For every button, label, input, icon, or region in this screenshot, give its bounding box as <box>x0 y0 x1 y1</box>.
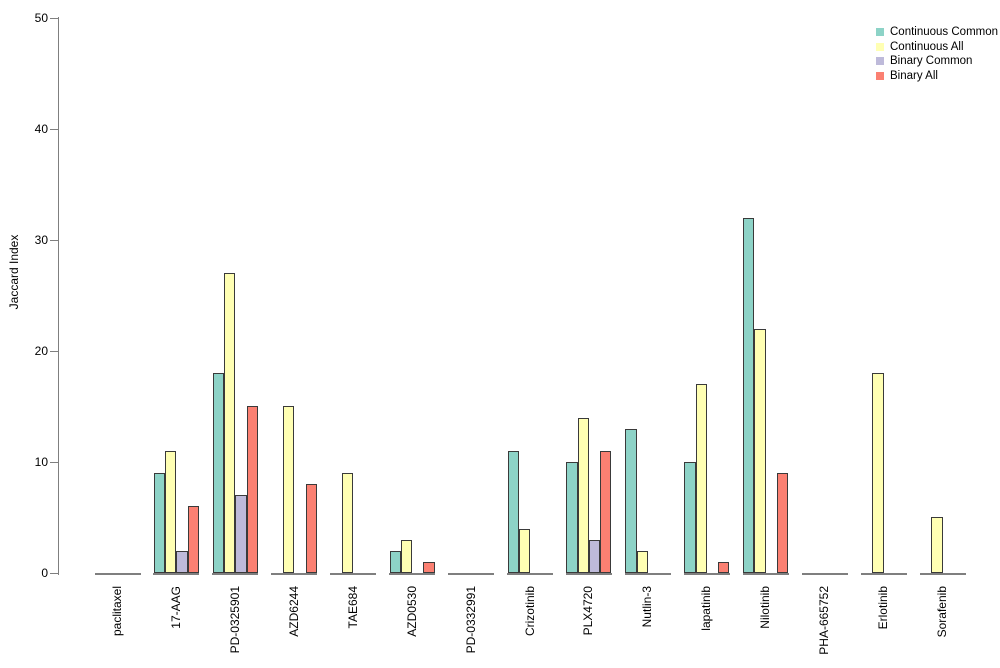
y-tick-label: 20 <box>34 344 48 358</box>
group-baseline-nutlin-3 <box>624 573 671 575</box>
bar-17-aag-binary-all <box>187 506 199 573</box>
y-axis-line <box>58 17 59 575</box>
bar-azd0530-binary-all <box>423 562 435 573</box>
x-axis-label-azd6244: AZD6244 <box>286 586 301 637</box>
bar-azd6244-binary-all <box>305 484 317 573</box>
bar-crizotinib-continuous-all <box>518 529 530 573</box>
legend-label: Binary Common <box>890 55 973 68</box>
x-axis-label-pd-0325901: PD-0325901 <box>227 586 242 654</box>
y-axis-tick <box>50 573 58 574</box>
x-axis-label-azd0530: AZD0530 <box>404 586 419 637</box>
legend-swatch-icon <box>876 71 884 80</box>
bar-lapatinib-continuous-all <box>695 384 707 573</box>
x-axis-label-17-aag: 17-AAG <box>168 586 183 629</box>
legend-item-continuous-common: Continuous Common <box>876 25 998 40</box>
group-baseline-plx4720 <box>565 573 612 575</box>
bar-erlotinib-continuous-all <box>872 373 884 573</box>
group-baseline-paclitaxel <box>94 573 141 575</box>
bar-plx4720-binary-all <box>600 451 612 573</box>
legend-item-continuous-all: Continuous All <box>876 40 998 55</box>
bar-17-aag-continuous-all <box>165 451 177 573</box>
y-tick-label: 40 <box>34 122 48 136</box>
x-axis-label-pha-665752: PHA-665752 <box>817 586 832 655</box>
legend-label: Continuous All <box>890 40 964 53</box>
y-axis-tick <box>50 462 58 463</box>
group-baseline-sorafenib <box>919 573 966 575</box>
y-tick-label: 10 <box>34 455 48 469</box>
y-axis-tick <box>50 18 58 19</box>
bar-17-aag-continuous-common <box>153 473 166 573</box>
group-baseline-nilotinib <box>742 573 789 575</box>
bar-nilotinib-continuous-all <box>754 329 766 573</box>
x-axis-label-nutlin-3: Nutlin-3 <box>640 586 655 628</box>
group-baseline-pd-0325901 <box>212 573 259 575</box>
group-baseline-pd-0332991 <box>448 573 495 575</box>
bar-17-aag-binary-common <box>176 551 188 573</box>
bar-crizotinib-continuous-common <box>507 451 519 573</box>
x-axis-label-plx4720: PLX4720 <box>581 586 596 636</box>
group-baseline-crizotinib <box>507 573 553 575</box>
x-axis-label-erlotinib: Erlotinib <box>876 586 891 630</box>
x-axis-label-nilotinib: Nilotinib <box>758 586 773 629</box>
x-axis-label-tae684: TAE684 <box>345 586 360 629</box>
bar-nilotinib-continuous-common <box>743 218 755 573</box>
bar-azd0530-continuous-all <box>400 540 413 573</box>
bar-plx4720-binary-common <box>588 540 601 573</box>
x-axis-label-lapatinib: lapatinib <box>699 586 714 631</box>
y-tick-label: 30 <box>34 233 48 247</box>
legend-swatch-icon <box>876 57 884 66</box>
group-baseline-pha-665752 <box>801 573 848 575</box>
x-axis-label-crizotinib: Crizotinib <box>522 586 537 637</box>
legend-swatch-icon <box>876 42 884 51</box>
group-baseline-17-aag <box>153 573 200 575</box>
group-baseline-azd6244 <box>271 573 318 575</box>
y-axis-tick <box>50 129 58 130</box>
bar-plx4720-continuous-common <box>566 462 578 573</box>
bar-sorafenib-continuous-all <box>931 517 943 573</box>
bar-nutlin-3-continuous-common <box>625 429 637 573</box>
bar-pd-0325901-binary-all <box>246 406 258 573</box>
y-tick-label: 50 <box>34 11 48 25</box>
bar-pd-0325901-continuous-common <box>212 373 225 573</box>
group-baseline-tae684 <box>330 573 377 575</box>
legend-item-binary-all: Binary All <box>876 69 998 84</box>
y-axis-tick <box>50 240 58 241</box>
bar-nilotinib-binary-all <box>776 473 789 573</box>
group-baseline-erlotinib <box>860 573 907 575</box>
x-axis-label-sorafenib: Sorafenib <box>935 586 950 638</box>
bar-pd-0325901-continuous-all <box>224 273 236 573</box>
legend-label: Binary All <box>890 69 938 82</box>
bar-lapatinib-continuous-common <box>684 462 696 573</box>
bar-pd-0325901-binary-common <box>235 495 247 573</box>
bar-tae684-continuous-all <box>341 473 354 573</box>
bar-azd6244-continuous-all <box>283 406 295 573</box>
bar-nutlin-3-continuous-all <box>636 551 648 573</box>
bar-lapatinib-binary-all <box>718 562 730 573</box>
y-tick-label: 0 <box>41 566 48 580</box>
bar-plx4720-continuous-all <box>577 418 589 573</box>
legend: Continuous Common Continuous All Binary Co… <box>876 25 998 83</box>
x-axis-label-pd-0332991: PD-0332991 <box>463 586 478 654</box>
x-axis-label-paclitaxel: paclitaxel <box>110 586 124 637</box>
group-baseline-azd0530 <box>389 573 436 575</box>
legend-label: Continuous Common <box>890 26 999 39</box>
legend-item-binary-common: Binary Common <box>876 54 998 69</box>
bar-azd0530-continuous-common <box>389 551 401 573</box>
y-axis-tick <box>50 351 58 352</box>
legend-swatch-icon <box>876 28 884 37</box>
group-baseline-lapatinib <box>683 573 730 575</box>
